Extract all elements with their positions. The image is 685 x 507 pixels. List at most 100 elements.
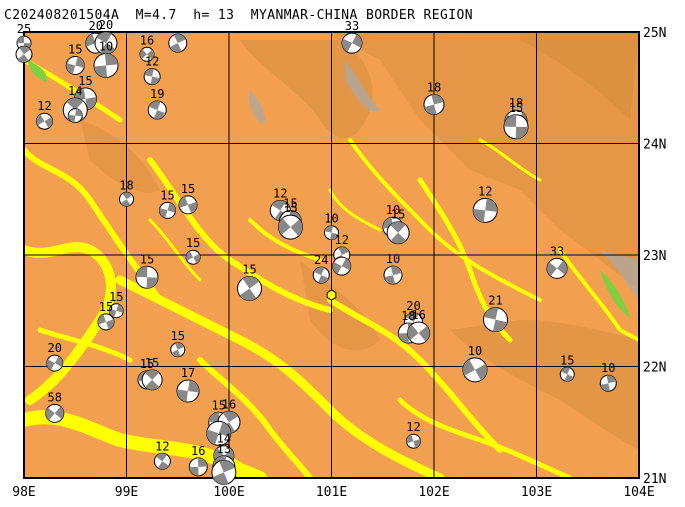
compressional-quadrant: [600, 383, 611, 392]
compressional-quadrant: [169, 43, 182, 53]
compressional-quadrant: [157, 461, 169, 470]
compressional-quadrant: [278, 218, 291, 235]
compressional-quadrant: [116, 304, 124, 313]
depth-label: 12: [478, 184, 492, 198]
depth-label: 24: [314, 253, 328, 267]
compressional-quadrant: [239, 288, 257, 301]
compressional-quadrant: [155, 453, 167, 462]
compressional-quadrant: [242, 276, 260, 289]
compressional-quadrant: [146, 277, 158, 289]
depth-label: 10: [386, 252, 400, 266]
focal-mechanism: 15: [97, 300, 115, 331]
compressional-quadrant: [197, 457, 208, 467]
compressional-quadrant: [54, 406, 64, 420]
compressional-quadrant: [171, 349, 181, 357]
focal-mechanism: 15: [135, 252, 159, 289]
focal-mechanism: 16: [188, 444, 208, 477]
compressional-quadrant: [104, 53, 118, 66]
compressional-quadrant: [66, 98, 84, 111]
compressional-quadrant: [413, 439, 421, 448]
focal-mechanism: 18: [423, 80, 445, 115]
epicenter-hexagon: [326, 289, 337, 301]
compressional-quadrant: [504, 114, 517, 127]
compressional-quadrant: [206, 429, 219, 445]
focal-mechanism: [206, 420, 232, 446]
lon-tick-label: 100E: [213, 485, 244, 500]
depth-label: 15: [78, 74, 92, 88]
depth-label: 14: [217, 432, 231, 446]
depth-label: 16: [411, 308, 425, 322]
compressional-quadrant: [36, 114, 45, 126]
focal-mechanism: 10: [383, 252, 403, 285]
compressional-quadrant: [75, 108, 83, 117]
depth-label: 20: [406, 299, 420, 313]
compressional-quadrant: [147, 49, 154, 60]
focal-mechanism: [211, 459, 237, 485]
depth-label: 12: [145, 55, 159, 69]
compressional-quadrant: [222, 411, 239, 423]
depth-label: 20: [48, 341, 62, 355]
depth-label: 15: [181, 182, 195, 196]
focal-mechanism: 20: [94, 18, 118, 55]
focal-mechanism: 16: [407, 308, 431, 345]
depth-label: 10: [386, 203, 400, 217]
depth-label: 17: [181, 366, 195, 380]
lat-tick-label: 21N: [643, 472, 666, 487]
depth-label: 20: [99, 18, 113, 32]
depth-label: 10: [99, 39, 113, 53]
focal-mechanism: [168, 33, 188, 53]
focal-mechanism: 15: [278, 201, 303, 240]
compressional-quadrant: [342, 38, 352, 53]
depth-label: 16: [191, 444, 205, 458]
compressional-quadrant: [424, 104, 437, 115]
compressional-quadrant: [68, 114, 76, 123]
compressional-quadrant: [188, 380, 199, 393]
lat-tick-label: 23N: [643, 249, 666, 264]
compressional-quadrant: [324, 225, 333, 233]
compressional-quadrant: [100, 43, 116, 55]
compressional-quadrant: [384, 275, 396, 285]
depth-label: 10: [324, 212, 338, 226]
focal-mechanism: 21: [483, 294, 508, 333]
compressional-quadrant: [74, 88, 86, 101]
depth-label: 15: [391, 208, 405, 222]
depth-label: 15: [560, 353, 574, 367]
focal-mechanism: 15: [559, 353, 575, 382]
depth-label: 15: [160, 188, 174, 202]
depth-label: 16: [222, 397, 236, 411]
epicenter-marker: [326, 289, 337, 301]
depth-label: 13: [217, 442, 231, 456]
focal-mechanism: 15: [159, 188, 176, 219]
depth-label: 10: [468, 344, 482, 358]
compressional-quadrant: [606, 375, 617, 384]
depth-label: 15: [283, 197, 297, 211]
depth-label: 15: [145, 356, 159, 370]
focal-mechanism: 15: [178, 182, 198, 215]
compressional-quadrant: [431, 94, 444, 105]
depth-label: 12: [273, 186, 287, 200]
depth-label: 12: [37, 99, 51, 113]
focal-mechanism: 15: [141, 356, 163, 391]
compressional-quadrant: [96, 32, 112, 44]
lat-tick-label: 25N: [643, 26, 666, 41]
compressional-quadrant: [167, 202, 176, 213]
lon-tick-label: 101E: [316, 485, 347, 500]
compressional-quadrant: [390, 232, 407, 244]
compressional-quadrant: [145, 379, 160, 390]
depth-label: 15: [242, 262, 256, 276]
focal-mechanism: 10: [462, 344, 488, 383]
depth-label: 15: [109, 290, 123, 304]
depth-label: 33: [345, 19, 359, 33]
compressional-quadrant: [313, 267, 325, 276]
compressional-quadrant: [173, 34, 186, 44]
compressional-quadrant: [75, 56, 85, 68]
depth-label: 25: [17, 22, 31, 36]
compressional-quadrant: [390, 221, 406, 233]
compressional-quadrant: [557, 260, 567, 275]
compressional-quadrant: [159, 208, 168, 219]
compressional-quadrant: [208, 412, 220, 423]
compressional-quadrant: [390, 266, 402, 276]
